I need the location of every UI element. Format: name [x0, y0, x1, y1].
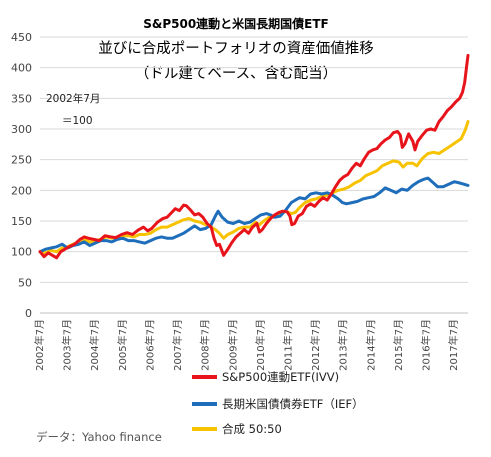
y-tick-label-200: 200 — [11, 184, 32, 197]
legend: S&P500連動ETF(IVV) 長期米国債債券ETF（IEF） 合成 50:50 — [192, 370, 364, 436]
x-tick-label: 2016年7月 — [420, 319, 433, 371]
y-tick-label-300: 300 — [11, 123, 32, 136]
x-tick-label: 2017年7月 — [447, 319, 460, 371]
y-tick-label-50: 50 — [18, 276, 32, 289]
x-tick-label: 2006年7月 — [143, 319, 156, 371]
series-lines — [38, 53, 470, 260]
legend-label-2: 合成 50:50 — [222, 422, 282, 436]
legend-label-1: 長期米国債債券ETF（IEF） — [222, 397, 364, 411]
base-annotation-date: 2002年7月 — [46, 92, 100, 105]
x-tick-labels: 2002年7月 2003年7月 2004年7月 2005年7月 2006年7月 2007年… — [33, 319, 460, 371]
x-tick-label: 2004年7月 — [88, 319, 101, 371]
chart-title: S&P500連動と米国長期国債ETF — [143, 16, 329, 31]
y-tick-label-150: 150 — [11, 215, 32, 228]
legend-label-0: S&P500連動ETF(IVV) — [222, 370, 339, 384]
series-line-1 — [38, 176, 470, 254]
base-annotation-value: ＝100 — [62, 115, 93, 127]
x-tick-label: 2011年7月 — [282, 319, 295, 371]
y-tick-label-350: 350 — [11, 92, 32, 105]
x-tick-label: 2008年7月 — [199, 319, 212, 371]
x-tick-label: 2015年7月 — [392, 319, 405, 371]
y-tick-label-0: 0 — [25, 307, 32, 320]
series-line-2 — [38, 120, 470, 255]
x-tick-label: 2010年7月 — [254, 319, 267, 371]
x-tick-label: 2014年7月 — [364, 319, 377, 371]
y-tick-labels: 0 50 100 150 200 250 300 350 400 450 — [11, 31, 32, 320]
x-tick-label: 2002年7月 — [33, 319, 46, 371]
y-tick-label-100: 100 — [11, 246, 32, 259]
data-source: データ：Yahoo finance — [36, 430, 162, 444]
x-tick-label: 2007年7月 — [171, 319, 184, 371]
x-tick-label: 2003年7月 — [61, 319, 74, 371]
y-tick-label-400: 400 — [11, 62, 32, 75]
x-tick-label: 2012年7月 — [309, 319, 322, 371]
x-tick-label: 2013年7月 — [337, 319, 350, 371]
chart-subtitle-line-2: （ドル建てベース、含む配当） — [135, 65, 337, 82]
y-tick-label-450: 450 — [11, 31, 32, 44]
x-tick-label: 2009年7月 — [226, 319, 239, 371]
chart-subtitle-line-1: 並びに合成ポートフォリオの資産価値推移 — [98, 40, 374, 57]
y-tick-label-250: 250 — [11, 154, 32, 167]
series-line-0 — [38, 53, 470, 260]
x-tick-label: 2005年7月 — [116, 319, 129, 371]
